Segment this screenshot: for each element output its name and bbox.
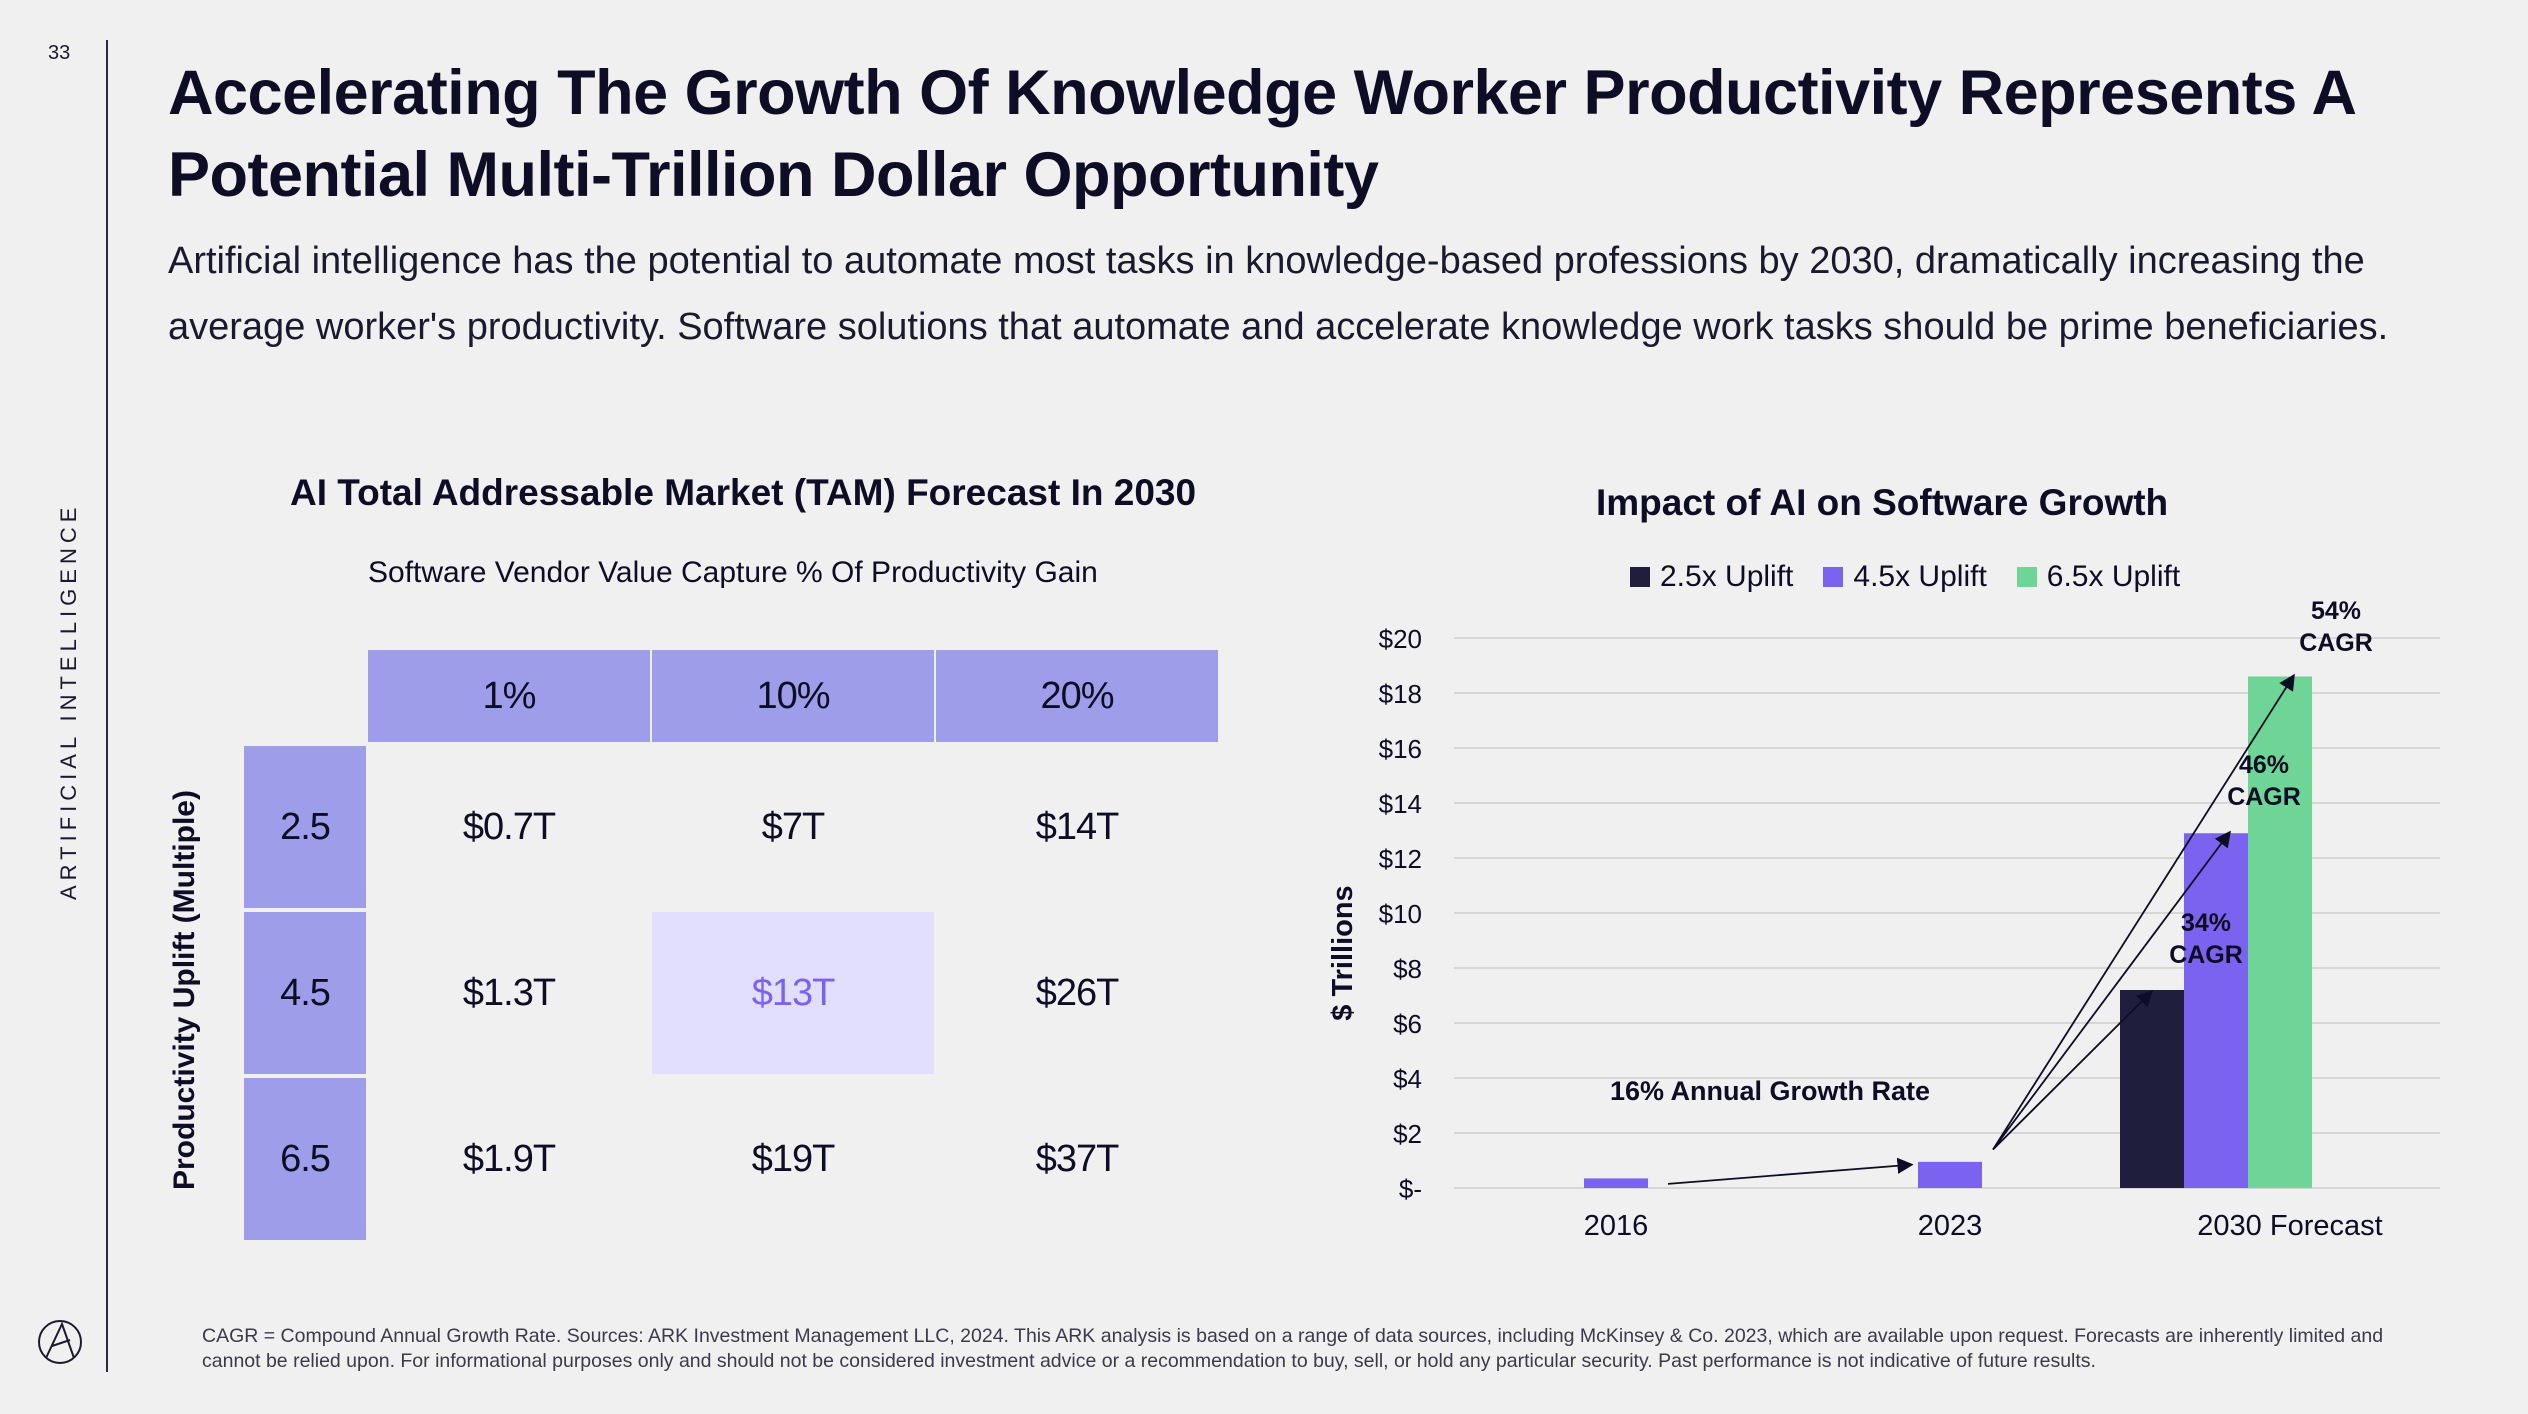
cagr-arrow: [1992, 990, 2154, 1151]
tam-row-header: 2.5: [244, 746, 366, 908]
tam-cell: $19T: [751, 1137, 836, 1180]
tam-cell: $26T: [1035, 971, 1120, 1014]
tam-cell-highlighted: $13T: [652, 912, 934, 1074]
legend-item: 2.5x Uplift: [1630, 560, 1793, 594]
page-title: Accelerating The Growth Of Knowledge Wor…: [168, 58, 2355, 210]
tam-column-header: 20%: [936, 650, 1218, 742]
x-tick-label: 2023: [1918, 1210, 1983, 1242]
growth-arrow: [1667, 1157, 1914, 1185]
ark-logo-icon: [38, 1320, 82, 1364]
tam-cell: $1.9T: [462, 1137, 556, 1180]
y-axis-label: $ Trillions: [1327, 885, 1359, 1020]
footnote: CAGR = Compound Annual Growth Rate. Sour…: [202, 1325, 2384, 1372]
bar-forecast-2-5x-uplift: [2120, 990, 2184, 1188]
legend-item: 4.5x Uplift: [1823, 560, 1987, 594]
annotation-cagr: 34% CAGR: [2169, 909, 2243, 969]
legend-swatch-6-5: [2016, 567, 2037, 587]
y-tick-label: $4: [1393, 1064, 1422, 1094]
section-label: ARTIFICIAL INTELLIGENCE: [56, 502, 81, 900]
bar-historical-2016: [1584, 1178, 1648, 1188]
cagr-arrow: [1992, 830, 2231, 1151]
legend-label: 2.5x Uplift: [1660, 560, 1794, 593]
tam-cell: $0.7T: [462, 805, 556, 848]
tam-row-header: 6.5: [244, 1078, 366, 1240]
cagr-arrow: [1992, 673, 2295, 1150]
y-tick-label: $6: [1393, 1009, 1422, 1039]
annotation-cagr: 54% CAGR: [2299, 597, 2373, 657]
tam-cell: $14T: [1035, 805, 1120, 848]
tam-table-title: AI Total Addressable Market (TAM) Foreca…: [290, 472, 1197, 513]
page-number: 33: [48, 42, 71, 64]
y-tick-label: $12: [1379, 844, 1422, 874]
annotation-cagr: 46% CAGR: [2227, 751, 2301, 811]
page-subtitle: Artificial intelligence has the potentia…: [168, 240, 2389, 348]
bar-chart: $- $2 $4 $6 $8 $10 $12 $14 $16 $18 $20 $ Trillions 2…: [1327, 597, 2440, 1242]
tam-cell: $7T: [761, 805, 825, 848]
y-tick-label: $10: [1379, 899, 1422, 929]
divider-line: [106, 40, 108, 1372]
annotation-growth-rate: 16% Annual Growth Rate: [1610, 1076, 1930, 1106]
tam-column-header: 10%: [652, 650, 934, 742]
y-tick-label: $14: [1379, 789, 1422, 819]
tam-row-header: 4.5: [244, 912, 366, 1074]
y-tick-label: $2: [1393, 1119, 1422, 1149]
legend-label: 4.5x Uplift: [1853, 560, 1987, 593]
legend-swatch-4-5: [1823, 567, 1844, 587]
x-tick-label: 2016: [1584, 1210, 1649, 1242]
y-tick-label: $8: [1393, 954, 1422, 984]
y-tick-label: $20: [1379, 624, 1422, 654]
bar-forecast-6-5x-uplift: [2248, 676, 2312, 1188]
tam-column-group-label: Software Vendor Value Capture % Of Produ…: [368, 556, 1098, 589]
tam-cell: $1.3T: [462, 971, 556, 1014]
legend-item: 6.5x Uplift: [2016, 560, 2181, 594]
legend-swatch-2-5: [1630, 567, 1650, 587]
y-tick-label: $16: [1379, 734, 1422, 764]
tam-cell: $37T: [1035, 1137, 1120, 1180]
y-tick-label: $-: [1399, 1174, 1422, 1204]
legend-label: 6.5x Uplift: [2046, 560, 2181, 593]
y-tick-label: $18: [1379, 679, 1422, 709]
tam-row-axis-label: Productivity Uplift (Multiple): [168, 790, 201, 1190]
x-tick-label: 2030 Forecast: [2197, 1210, 2382, 1242]
tam-column-header: 1%: [368, 650, 650, 742]
bar-forecast-4-5x-uplift: [2184, 833, 2248, 1188]
bar-historical-2023: [1918, 1161, 1982, 1188]
chart-legend: 2.5x Uplift 4.5x Uplift 6.5x Uplift: [1630, 560, 2180, 594]
bar-chart-title: Impact of AI on Software Growth: [1596, 482, 2169, 523]
